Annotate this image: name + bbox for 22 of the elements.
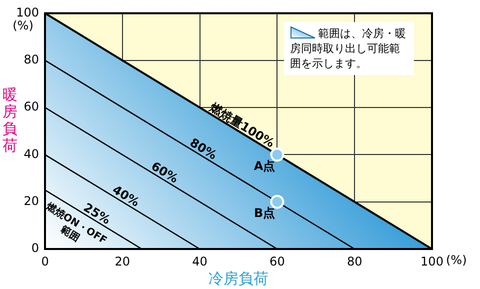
x-tick-label: 100	[420, 254, 444, 268]
text: (%)	[446, 253, 467, 268]
x-tick-label: 80	[346, 254, 362, 268]
y-tick-label: 0	[31, 241, 39, 256]
y-axis-title: 暖房負荷	[2, 85, 18, 154]
annotation: 範囲は、冷房・暖房同時取り出し可能範囲を示します。	[290, 27, 406, 70]
y-tick-label: 20	[24, 194, 39, 208]
text: 60%	[148, 158, 181, 186]
text: 40%	[110, 182, 142, 210]
x-axis-title: 冷房負荷	[208, 269, 268, 288]
y-tick-label: 80	[24, 52, 39, 66]
text: (%)	[12, 18, 34, 32]
x-tick-label: 60	[270, 254, 285, 268]
y-tick-label: 100	[16, 5, 39, 20]
y-tick-label: 40	[24, 146, 39, 161]
data-label: A点	[254, 158, 276, 173]
x-tick-label: 0	[41, 254, 49, 268]
x-tick-label: 40	[192, 254, 208, 268]
data-label: B点	[254, 206, 276, 220]
x-tick-label: 20	[114, 254, 130, 268]
note-box: 範囲は、冷房・暖房同時取り出し可能範囲を示します。	[284, 22, 414, 75]
y-tick-label: 60	[24, 100, 39, 114]
